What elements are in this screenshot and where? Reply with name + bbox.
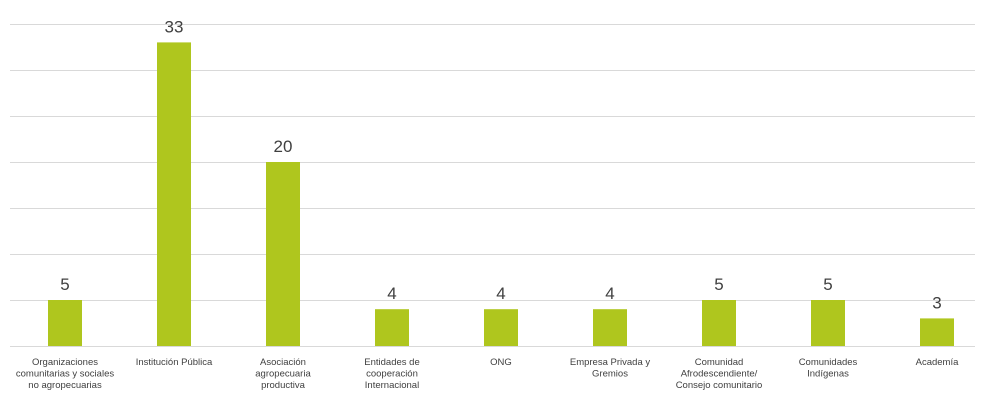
category-label-line: Afrodescendiente/: [681, 369, 758, 380]
data-label-7: 5: [714, 275, 723, 294]
category-label-1: Organizaciones comunitarias y sociales no …: [16, 357, 114, 391]
bars: [48, 42, 954, 347]
category-label-line: Comunidades: [799, 357, 858, 368]
bar-3: [266, 162, 300, 346]
category-label-line: no agropecuarias: [28, 380, 102, 391]
category-label-2: Institución Pública: [136, 357, 213, 368]
category-label-3: Asociación agropecuaria productiva: [255, 357, 311, 391]
category-label-6: Empresa Privada y Gremios: [570, 357, 651, 380]
category-label-line: Academía: [916, 357, 959, 368]
data-labels: 5 33 20 4 4 4 5 5 3: [60, 17, 941, 312]
bar-9: [920, 318, 954, 346]
category-label-5: ONG: [490, 357, 512, 368]
category-label-line: agropecuaria: [255, 369, 311, 380]
category-label-line: Entidades de: [364, 357, 419, 368]
data-label-6: 4: [605, 284, 614, 303]
category-label-line: Asociación: [260, 357, 306, 368]
category-label-line: Comunidad: [695, 357, 744, 368]
category-label-line: productiva: [261, 380, 306, 391]
data-label-2: 33: [165, 17, 184, 36]
bar-8: [811, 300, 845, 346]
data-label-9: 3: [932, 293, 941, 312]
category-labels: Organizaciones comunitarias y sociales no …: [16, 357, 959, 391]
category-label-7: Comunidad Afrodescendiente/Consejo comuni…: [676, 357, 763, 391]
bar-6: [593, 309, 627, 346]
data-label-4: 4: [387, 284, 396, 303]
bar-5: [484, 309, 518, 346]
gridlines: [10, 24, 975, 347]
category-label-line: Organizaciones: [32, 357, 98, 368]
category-label-line: Gremios: [592, 369, 628, 380]
data-label-1: 5: [60, 275, 69, 294]
bar-4: [375, 309, 409, 346]
category-label-line: Internacional: [365, 380, 419, 391]
category-label-line: ONG: [490, 357, 512, 368]
category-label-line: comunitarias y sociales: [16, 369, 114, 380]
category-label-8: Comunidades Indígenas: [799, 357, 858, 380]
bar-2: [157, 42, 191, 347]
bar-7: [702, 300, 736, 346]
category-label-line: cooperación: [366, 369, 418, 380]
category-label-line: Empresa Privada y: [570, 357, 651, 368]
category-label-line: Institución Pública: [136, 357, 213, 368]
category-label-line: Indígenas: [807, 369, 849, 380]
data-label-3: 20: [274, 137, 293, 156]
data-label-5: 4: [496, 284, 505, 303]
bar-1: [48, 300, 82, 346]
category-label-9: Academía: [916, 357, 959, 368]
category-label-line: Consejo comunitario: [676, 380, 763, 391]
category-label-4: Entidades de cooperación Internacional: [364, 357, 419, 391]
data-label-8: 5: [823, 275, 832, 294]
